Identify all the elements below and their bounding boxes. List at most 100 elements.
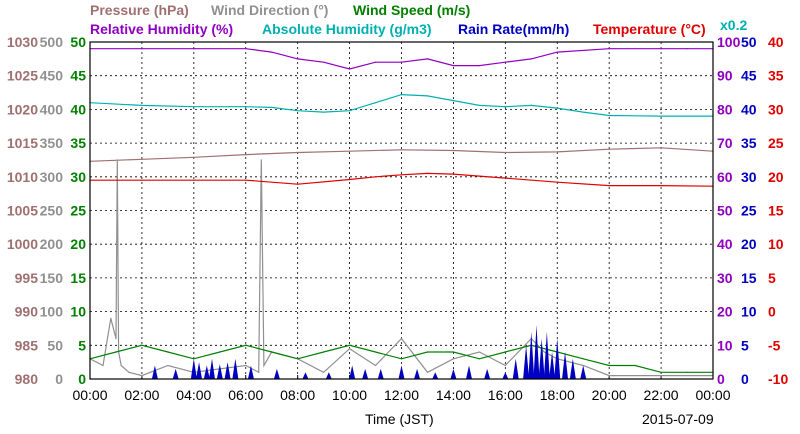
point-absolute-humidity-g-m [271,106,273,108]
point-absolute-humidity-g-m [608,114,610,117]
rain-mark [398,365,405,379]
y-tick-wind-speed: 0 [78,371,86,387]
point-absolute-humidity-g-m [349,110,351,112]
point-wind-direction [110,317,112,319]
legend-rain-rate: Rain Rate(mm/h) [458,21,569,37]
point-absolute-humidity-g-m [582,111,584,113]
y-tick-wind-direction: 400 [40,101,64,117]
point-absolute-humidity-g-m [400,94,403,96]
point-wind-direction [504,364,506,367]
rain-mark [569,358,576,379]
point-absolute-humidity-g-m [426,95,429,97]
y-tick-pressure: 1010 [7,169,38,185]
point-temperature-c [245,179,247,181]
series-group [89,48,714,379]
point-relative-humidity [478,65,480,67]
point-relative-humidity [452,65,454,67]
point-absolute-humidity-g-m [141,104,143,106]
y-tick-wind-speed: 45 [70,68,86,84]
x-tick-label: 16:00 [488,387,523,403]
rain-mark [554,338,561,379]
y-tick-wind-direction: 200 [40,236,64,252]
point-temperature-c [349,178,351,181]
rain-mark [190,358,197,379]
y-tick-pressure: 1020 [7,101,38,117]
point-wind-direction [263,364,265,367]
point-wind-direction [349,348,351,350]
point-wind-direction [478,351,480,353]
y-tick-pressure: 1025 [7,68,38,84]
point-relative-humidity [141,48,143,50]
series-line-absolute-humidity-g-m [89,93,713,117]
point-wind-speed-m-s [167,351,169,353]
point-absolute-humidity-g-m [504,106,506,108]
y-tick-wind-speed: 35 [70,135,86,151]
point-wind-direction [543,351,545,353]
point-wind-direction [660,375,662,377]
point-wind-direction [323,371,325,373]
y-tick-wind-speed: 15 [70,270,86,286]
point-relative-humidity [271,51,273,53]
y-tick-humidity: 40 [717,236,733,252]
point-pressure-hpa [556,151,558,153]
y-tick-pressure: 990 [15,304,39,320]
point-relative-humidity [556,51,558,53]
rain-mark [273,368,280,379]
point-wind-speed-m-s [504,351,506,353]
y-tick-rain-rate: 5 [741,337,749,353]
y-tick-humidity: 80 [717,101,733,117]
point-relative-humidity [530,58,532,60]
point-relative-humidity [349,68,351,70]
point-temperature-c [426,172,429,174]
point-wind-speed-m-s [219,351,221,353]
y-tick-pressure: 1000 [7,236,38,252]
point-wind-direction [400,338,403,340]
y-tick-humidity: 0 [717,371,725,387]
y-tick-rain-rate: 20 [741,236,757,252]
y-tick-humidity: 30 [717,270,733,286]
y-tick-wind-direction: 500 [40,34,64,50]
point-wind-speed-m-s [323,351,325,353]
legend-pressure: Pressure (hPa) [90,2,189,18]
y-tick-wind-speed: 20 [70,236,86,252]
point-temperature-c [193,179,195,181]
point-wind-direction [115,338,117,340]
point-relative-humidity [193,48,195,50]
y-tick-pressure: 1005 [7,203,38,219]
point-wind-direction [141,375,143,377]
point-absolute-humidity-g-m [452,100,454,102]
rain-mark [172,368,179,379]
y-tick-humidity: 60 [717,169,733,185]
y-tick-humidity: 50 [717,203,733,219]
point-temperature-c [141,179,143,181]
rain-mark [528,331,535,379]
y-tick-wind-speed: 25 [70,203,86,219]
rain-mark [465,365,472,379]
point-relative-humidity [297,58,299,60]
y-tick-humidity: 20 [717,304,733,320]
rain-mark [512,358,519,379]
point-wind-speed-m-s [297,358,299,360]
x-tick-label: 08:00 [280,387,315,403]
rain-mark [349,365,356,379]
y-tick-temperature: 40 [768,34,784,50]
y-tick-wind-direction: 300 [40,169,64,185]
point-wind-direction [426,371,429,373]
rain-mark [302,372,309,379]
rain-mark [151,365,158,379]
rain-mark [450,368,457,379]
point-absolute-humidity-g-m [245,106,247,108]
point-wind-direction [374,364,377,367]
y-tick-temperature: 25 [768,135,784,151]
point-wind-direction [258,371,260,373]
point-absolute-humidity-g-m [660,115,662,117]
point-wind-direction [245,364,247,367]
x-tick-label: 00:00 [695,387,730,403]
x-axis: 00:00 02:00 04:00 06:00 08:00 10:00 12:00 14:00… [72,375,731,403]
y-tick-rain-rate: 30 [741,169,757,185]
x-tick-label: 06:00 [228,387,263,403]
rain-mark [377,368,384,379]
y-tick-wind-speed: 5 [78,337,86,353]
y-tick-temperature: 0 [768,304,776,320]
point-relative-humidity [400,61,403,63]
